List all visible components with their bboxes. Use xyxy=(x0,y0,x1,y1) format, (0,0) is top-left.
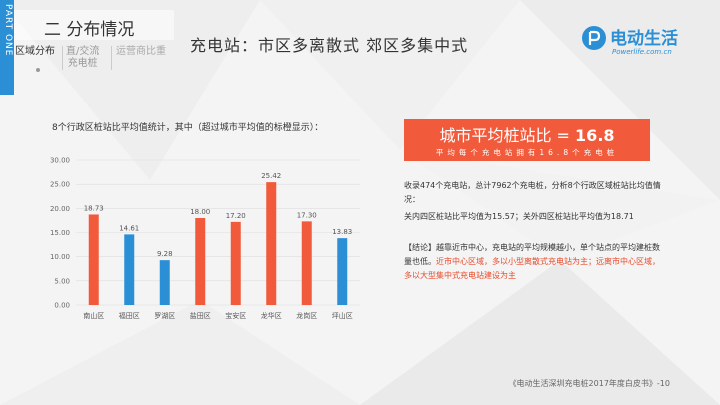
part-tab xyxy=(0,0,14,95)
x-tick-label: 罗湖区 xyxy=(154,311,175,320)
data-label: 25.42 xyxy=(261,172,281,180)
part-label: PART ONE xyxy=(3,4,13,57)
subnav-ac-dc-line1: 直/交流 xyxy=(66,46,100,57)
subnav-divider xyxy=(111,46,112,70)
logo-name: 电动生活 xyxy=(610,29,678,49)
bar xyxy=(159,260,170,305)
bar xyxy=(337,238,348,305)
footer-source: 《电动生活深圳充电桩2017年度白皮书》-10 xyxy=(508,379,670,388)
bar-chart: 0.00 5.00 10.00 15.00 20.00 25.00 30.00 18.73 南山… xyxy=(50,157,360,320)
data-label: 9.28 xyxy=(157,250,173,258)
chart-intro: 8个行政区桩站比平均值统计，其中（超过城市平均值的标橙显示）： xyxy=(52,123,324,133)
data-label: 18.00 xyxy=(190,208,210,216)
banner-subtitle: 平均每个充电站拥有16.8个充电桩 xyxy=(435,148,619,157)
y-tick-label: 20.00 xyxy=(50,205,70,213)
data-label: 14.61 xyxy=(119,224,139,232)
y-tick-label: 30.00 xyxy=(50,157,70,165)
average-banner: 城市平均桩站比 = 16.8 平均每个充电站拥有16.8个充电桩 xyxy=(404,119,650,161)
bar xyxy=(88,214,99,305)
conclusion-text: 【结论】越靠近市中心，充电站的平均规模越小，单个站点的平均建桩数量也低。 xyxy=(404,243,660,266)
y-tick-label: 15.00 xyxy=(50,229,70,237)
x-tick-label: 龙岗区 xyxy=(296,311,317,320)
conclusion: 【结论】越靠近市中心，充电站的平均规模越小，单个站点的平均建桩数量也低。近市中心… xyxy=(404,241,662,283)
bar xyxy=(124,234,135,305)
banner-title-value: 16.8 xyxy=(575,126,615,145)
logo-url: Powerlife.com.cn xyxy=(612,48,672,56)
summary-paragraph: 收录474个充电站，总计7962个充电桩，分析8个行政区域桩站比均值情况： xyxy=(404,181,661,204)
average-comparison: 关内四区桩站比平均值为15.57；关外四区桩站比平均值为18.71 xyxy=(404,212,634,221)
data-label: 18.73 xyxy=(84,204,104,212)
y-tick-label: 25.00 xyxy=(50,181,70,189)
banner-title-prefix: 城市平均桩站比 = xyxy=(439,126,576,145)
data-label: 13.83 xyxy=(332,228,352,236)
x-tick-label: 福田区 xyxy=(119,311,140,320)
banner-title: 城市平均桩站比 = 16.8 xyxy=(404,122,650,146)
data-label: 17.20 xyxy=(226,212,246,220)
x-tick-label: 宝安区 xyxy=(225,311,246,320)
y-tick-label: 5.00 xyxy=(54,277,70,285)
x-tick-label: 南山区 xyxy=(83,311,104,320)
x-tick-label: 龙华区 xyxy=(261,311,282,320)
subnav-ac-dc[interactable]: 直/交流 充电桩 xyxy=(66,46,99,70)
bar xyxy=(195,218,206,305)
section-title: 二 分布情况 xyxy=(44,20,135,40)
active-indicator-dot xyxy=(36,68,40,72)
data-label: 17.30 xyxy=(297,211,317,219)
y-tick-label: 0.00 xyxy=(54,302,70,310)
y-tick-label: 10.00 xyxy=(50,253,70,261)
logo-icon xyxy=(582,26,606,50)
bar xyxy=(301,221,312,305)
subnav-operator[interactable]: 运营商比重 xyxy=(116,46,166,57)
x-tick-label: 盐田区 xyxy=(190,311,211,320)
bar xyxy=(266,182,277,305)
x-tick-label: 坪山区 xyxy=(332,311,353,320)
conclusion-highlight: 近市中心区域，多以小型离散式充电站为主；远离市中心区域，多以大型集中式充电站建设… xyxy=(404,257,660,280)
page-title: 充电站：市区多离散式 郊区多集中式 xyxy=(190,36,469,55)
brand-logo: 电动生活 Powerlife.com.cn xyxy=(582,24,692,58)
section-title-box xyxy=(14,10,174,40)
bar xyxy=(230,221,241,305)
subnav-divider xyxy=(62,46,63,70)
subnav-ac-dc-line2: 充电桩 xyxy=(67,58,98,69)
subnav-region[interactable]: 区域分布 xyxy=(15,46,55,57)
